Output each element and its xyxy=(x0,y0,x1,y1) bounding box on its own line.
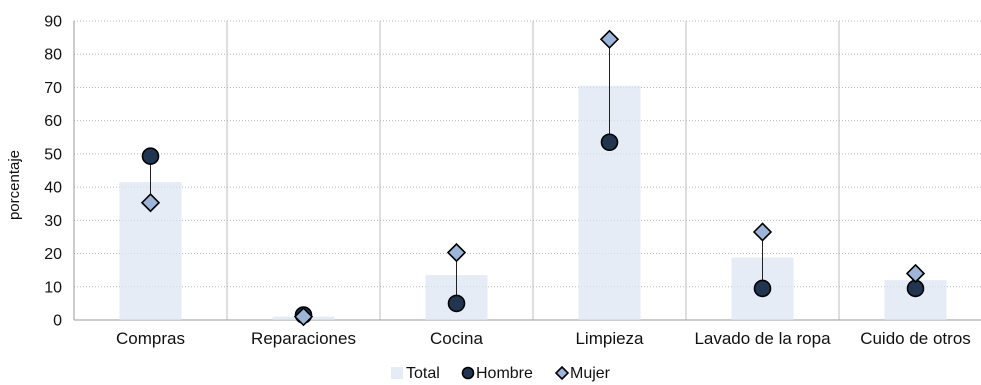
y-tick-label: 10 xyxy=(44,279,62,296)
point-hombre xyxy=(447,294,466,313)
x-tick-label: Compras xyxy=(116,329,185,348)
point-mujer xyxy=(905,263,926,284)
point-hombre xyxy=(600,133,619,152)
legend-swatch-total xyxy=(391,367,403,379)
point-hombre xyxy=(141,147,160,166)
y-tick-label: 30 xyxy=(44,213,62,230)
point-mujer xyxy=(293,307,314,327)
plot-area: 0 10 20 30 40 50 60 70 80 90 Compras Reparaciones Co… xyxy=(44,14,981,348)
legend: Total Hombre Mujer xyxy=(391,365,611,382)
y-axis-label: porcentaje xyxy=(6,150,23,220)
x-tick-label: Cuido de otros xyxy=(860,329,971,348)
point-mujer xyxy=(446,242,467,263)
legend-marker-mujer xyxy=(554,365,570,381)
y-tick-label: 20 xyxy=(44,246,62,263)
legend-marker-hombre xyxy=(461,366,475,380)
y-tick-label: 50 xyxy=(44,146,62,163)
y-tick-label: 0 xyxy=(53,313,62,330)
x-tick-label: Lavado de la ropa xyxy=(694,329,831,348)
point-mujer xyxy=(599,29,620,49)
legend-label-hombre: Hombre xyxy=(476,365,533,382)
x-tick-label: Limpieza xyxy=(575,329,644,348)
x-tick-label: Cocina xyxy=(430,329,483,348)
y-tick-label: 60 xyxy=(44,113,62,130)
point-hombre xyxy=(753,279,772,298)
legend-label-total: Total xyxy=(406,365,440,382)
y-tick-label: 80 xyxy=(44,47,62,64)
point-mujer xyxy=(752,222,773,242)
x-tick-label: Reparaciones xyxy=(251,329,356,348)
legend-label-mujer: Mujer xyxy=(570,365,611,382)
y-tick-label: 70 xyxy=(44,80,62,97)
y-tick-label: 90 xyxy=(44,14,62,31)
y-tick-label: 40 xyxy=(44,180,62,197)
point-mujer xyxy=(140,193,161,213)
